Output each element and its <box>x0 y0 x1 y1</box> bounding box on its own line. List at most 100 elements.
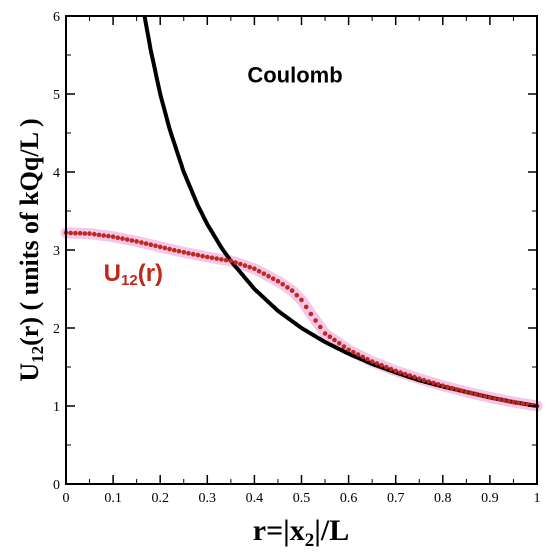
y-axis-label-suffix: (r) ( units of kQq/L ) <box>15 118 44 346</box>
u12-series-point <box>247 264 252 270</box>
u12-series-point <box>129 238 135 243</box>
u12-series-point <box>223 257 229 263</box>
u12-series-point <box>402 371 408 377</box>
u12-series-point <box>318 324 323 330</box>
u12-series-point <box>355 352 361 357</box>
u12-series-point <box>520 401 526 407</box>
x-axis-label-subscript: 2 <box>305 530 315 551</box>
u12-series-point <box>497 397 502 402</box>
u12-series-point <box>332 337 337 343</box>
u12-series-point <box>242 263 248 268</box>
u12-series-point <box>303 304 309 310</box>
y-tick-label: 6 <box>53 10 60 25</box>
u12-series-point <box>200 253 205 259</box>
u12-series-point <box>270 276 276 282</box>
u12-series-point <box>238 261 243 267</box>
u12-series-point <box>299 297 304 303</box>
u12-series-point <box>124 237 130 242</box>
u12-series-point <box>153 243 158 249</box>
u12-series-point <box>172 247 177 253</box>
u12-series-point <box>379 363 384 368</box>
x-tick-label: 0.3 <box>199 491 217 506</box>
u12-series-point <box>336 341 342 346</box>
u12-series-point <box>181 250 187 255</box>
y-tick-label: 4 <box>53 166 60 181</box>
u12-series-point <box>252 266 257 272</box>
u12-series-point <box>275 278 281 284</box>
u12-series-point <box>110 234 116 239</box>
u12-series-point <box>157 244 163 250</box>
u12-series-point <box>492 396 497 401</box>
u12-series-point <box>87 231 92 236</box>
u12-series-point <box>143 241 149 246</box>
u12-series-point <box>195 252 201 258</box>
u12-series-point <box>214 256 219 261</box>
u12-series-point <box>393 368 399 374</box>
u12-series-point <box>134 239 139 244</box>
u12-series-point <box>209 255 215 261</box>
u12-series-point <box>77 231 83 236</box>
u12-series-point <box>351 349 356 355</box>
y-tick-label: 3 <box>53 244 60 259</box>
x-tick-label: 0.1 <box>104 491 122 506</box>
u12-series-point <box>341 344 347 349</box>
u12-series-point <box>256 268 262 274</box>
u12-series-point <box>459 388 464 394</box>
plot-area <box>60 16 543 412</box>
u12-series-point <box>449 385 455 391</box>
u12-series-point <box>445 384 450 390</box>
y-tick-label: 2 <box>53 322 60 337</box>
u12-series-point <box>530 402 535 408</box>
u12-series-point <box>506 398 512 404</box>
x-tick-label: 0 <box>63 491 70 506</box>
u12-series-point <box>431 380 436 386</box>
u12-series-point <box>454 387 460 392</box>
x-axis-label-prefix: r=|x <box>253 514 305 547</box>
u12-series-point <box>435 382 441 387</box>
u12-series-point <box>384 364 389 370</box>
u12-series-point <box>106 233 111 239</box>
u12-series-point <box>426 379 432 384</box>
u12-series-point <box>139 240 144 245</box>
u12-series-point <box>261 271 267 277</box>
u12-series-point <box>186 251 191 256</box>
u12-series-point <box>421 377 427 383</box>
u12-series-point <box>346 347 351 353</box>
u12-series-point <box>412 374 417 380</box>
u12-series-point <box>360 354 366 360</box>
u12-series-point <box>478 392 483 398</box>
u12-series-point <box>487 395 493 400</box>
u12-series-point <box>190 251 196 257</box>
u12-series-point <box>120 236 125 241</box>
x-tick-label: 0.4 <box>246 491 264 506</box>
y-tick-label: 1 <box>53 400 60 415</box>
u12-series-point <box>468 390 474 396</box>
u12-series-point <box>68 230 73 236</box>
u12-series-point <box>464 389 469 395</box>
u12-series-point <box>148 242 154 247</box>
u12-series-point <box>266 273 271 279</box>
u12-series-point <box>285 285 290 290</box>
u12-series-point <box>115 235 121 240</box>
x-tick-label: 0.8 <box>434 491 452 506</box>
x-tick-label: 0.9 <box>481 491 499 506</box>
u12-series-point <box>473 391 479 397</box>
u12-series-point <box>233 260 238 265</box>
u12-series-point <box>369 359 375 364</box>
u12-annotation-suffix: (r) <box>138 260 163 287</box>
x-axis-label: r=|x2|/L <box>253 514 349 551</box>
u12-series-point <box>365 356 370 362</box>
x-tick-label: 0.5 <box>293 491 311 506</box>
u12-series-point <box>280 282 286 287</box>
u12-series-point <box>440 383 446 389</box>
u12-series-point <box>374 361 380 366</box>
u12-series-point <box>327 334 333 340</box>
u12-series-point <box>96 232 102 238</box>
y-axis-label: U12(r) ( units of kQq/L ) <box>15 118 47 381</box>
y-axis-label-prefix: U <box>15 363 44 382</box>
coulomb-annotation: Coulomb <box>247 62 342 87</box>
u12-series-point <box>398 370 403 375</box>
u12-series-point <box>73 230 78 236</box>
u12-series-point <box>162 245 168 251</box>
